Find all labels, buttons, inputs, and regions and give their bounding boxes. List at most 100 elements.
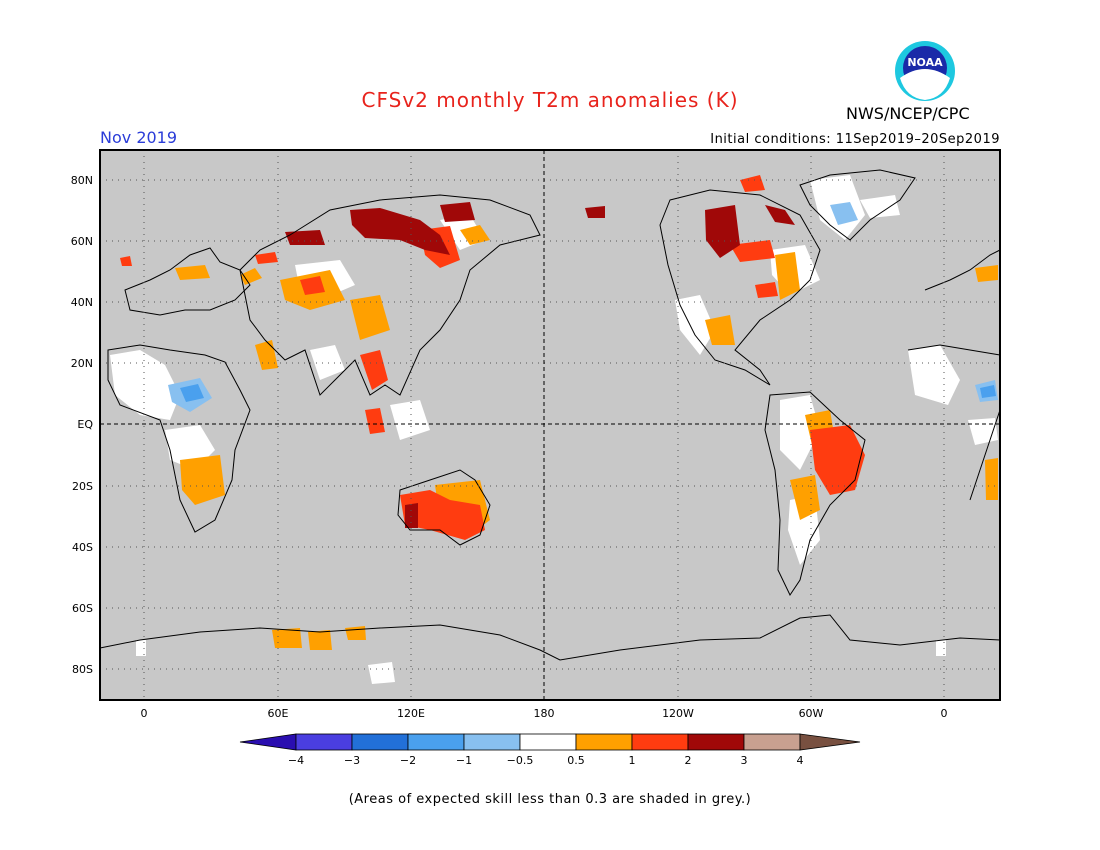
neutral-patch — [936, 640, 946, 656]
warm-patch — [730, 240, 775, 262]
colorbar — [239, 733, 861, 751]
colorbar-segment — [575, 733, 633, 751]
warm-patch — [765, 205, 795, 225]
lon-label: 180 — [534, 707, 555, 720]
colorbar-label: −0.5 — [507, 754, 534, 767]
map-frame — [99, 149, 1001, 701]
coastline-africa-right — [907, 344, 1001, 501]
coastline-south-america — [764, 391, 866, 597]
anomaly-patches — [110, 175, 998, 684]
lon-label: 60E — [268, 707, 289, 720]
colorbar-label: 1 — [629, 754, 636, 767]
colorbar-segment — [631, 733, 689, 751]
noaa-logo-text: NOAA — [907, 56, 943, 69]
lat-label: 60N — [71, 235, 93, 248]
warm-patch — [975, 265, 998, 282]
warm-patch — [705, 315, 735, 345]
coastline-europe-right — [924, 249, 1001, 291]
colorbar-segment — [519, 733, 577, 751]
neutral-patch — [908, 345, 960, 405]
lon-label: 120W — [662, 707, 694, 720]
cool-patch — [980, 385, 996, 398]
warm-patch — [300, 276, 325, 295]
warm-patch — [350, 208, 450, 255]
colorbar-segment — [743, 733, 801, 751]
neutral-patch — [310, 345, 345, 380]
neutral-patch — [390, 400, 430, 440]
grid-lines — [100, 150, 1000, 700]
warm-patch — [175, 265, 210, 280]
warm-patch — [350, 295, 390, 340]
lat-label: EQ — [77, 418, 93, 431]
lat-label: 20N — [71, 357, 93, 370]
neutral-patch — [780, 395, 820, 470]
lat-label: 20S — [72, 480, 93, 493]
lat-label: 80N — [71, 174, 93, 187]
lat-label: 40N — [71, 296, 93, 309]
lon-labels: 0 60E 120E 180 120W 60W 0 — [141, 707, 948, 720]
lon-label: 120E — [397, 707, 425, 720]
warm-patch — [240, 268, 262, 285]
lat-labels: 80N 60N 40N 20N EQ 20S 40S 60S 80S — [71, 174, 94, 676]
neutral-patch — [110, 350, 180, 420]
agency-label: NWS/NCEP/CPC — [846, 104, 970, 123]
warm-patch — [585, 206, 605, 218]
colorbar-segment — [239, 733, 297, 751]
lon-label: 0 — [941, 707, 948, 720]
cool-patch — [180, 384, 204, 402]
coastlines — [99, 169, 1001, 661]
colorbar-segment — [351, 733, 409, 751]
coastline-north-america — [659, 189, 821, 386]
colorbar-segment — [463, 733, 521, 751]
warm-patch — [405, 503, 418, 528]
lat-label: 60S — [72, 602, 93, 615]
forecast-month: Nov 2019 — [100, 128, 178, 147]
colorbar-label: −2 — [400, 754, 416, 767]
warm-patch — [120, 256, 132, 266]
warm-patch — [285, 230, 325, 245]
neutral-patch — [860, 195, 900, 218]
warm-patch — [810, 425, 865, 495]
lat-label: 40S — [72, 541, 93, 554]
warm-patch — [365, 408, 385, 434]
colorbar-segment — [295, 733, 353, 751]
colorbar-label: −4 — [288, 754, 304, 767]
lat-label: 80S — [72, 663, 93, 676]
colorbar-label: 4 — [797, 754, 804, 767]
colorbar-segment — [687, 733, 745, 751]
warm-patch — [360, 350, 388, 390]
warm-patch — [740, 175, 765, 192]
coastline-africa — [107, 344, 251, 533]
colorbar-label: 2 — [685, 754, 692, 767]
coastline-greenland — [799, 169, 916, 241]
coastline-asia — [239, 194, 541, 396]
chart-title: CFSv2 monthly T2m anomalies (K) — [361, 88, 739, 112]
reference-lines — [100, 150, 1000, 700]
noaa-logo-icon: NOAA — [895, 41, 955, 101]
colorbar-label: −3 — [344, 754, 360, 767]
warm-patch — [775, 252, 800, 300]
warm-patch — [790, 475, 820, 520]
colorbar-segment — [799, 733, 861, 751]
neutral-patch — [675, 295, 715, 355]
colorbar-label: 3 — [741, 754, 748, 767]
warm-patch — [755, 282, 778, 298]
warm-patch — [440, 202, 475, 222]
neutral-patch — [368, 662, 395, 684]
colorbar-labels: −4 −3 −2 −1 −0.5 0.5 1 2 3 4 — [288, 754, 804, 767]
colorbar-label: 0.5 — [567, 754, 585, 767]
lon-label: 0 — [141, 707, 148, 720]
colorbar-segment — [407, 733, 465, 751]
lon-label: 60W — [799, 707, 824, 720]
warm-patch — [272, 628, 302, 648]
warm-patch — [985, 458, 998, 500]
neutral-patch — [136, 640, 146, 656]
warm-patch — [180, 455, 225, 505]
warm-patch — [255, 252, 278, 264]
colorbar-label: −1 — [456, 754, 472, 767]
warm-patch — [308, 630, 332, 650]
initial-conditions: Initial conditions: 11Sep2019–20Sep2019 — [710, 132, 1000, 147]
warm-patch — [400, 490, 485, 540]
skill-footnote: (Areas of expected skill less than 0.3 a… — [348, 792, 752, 807]
